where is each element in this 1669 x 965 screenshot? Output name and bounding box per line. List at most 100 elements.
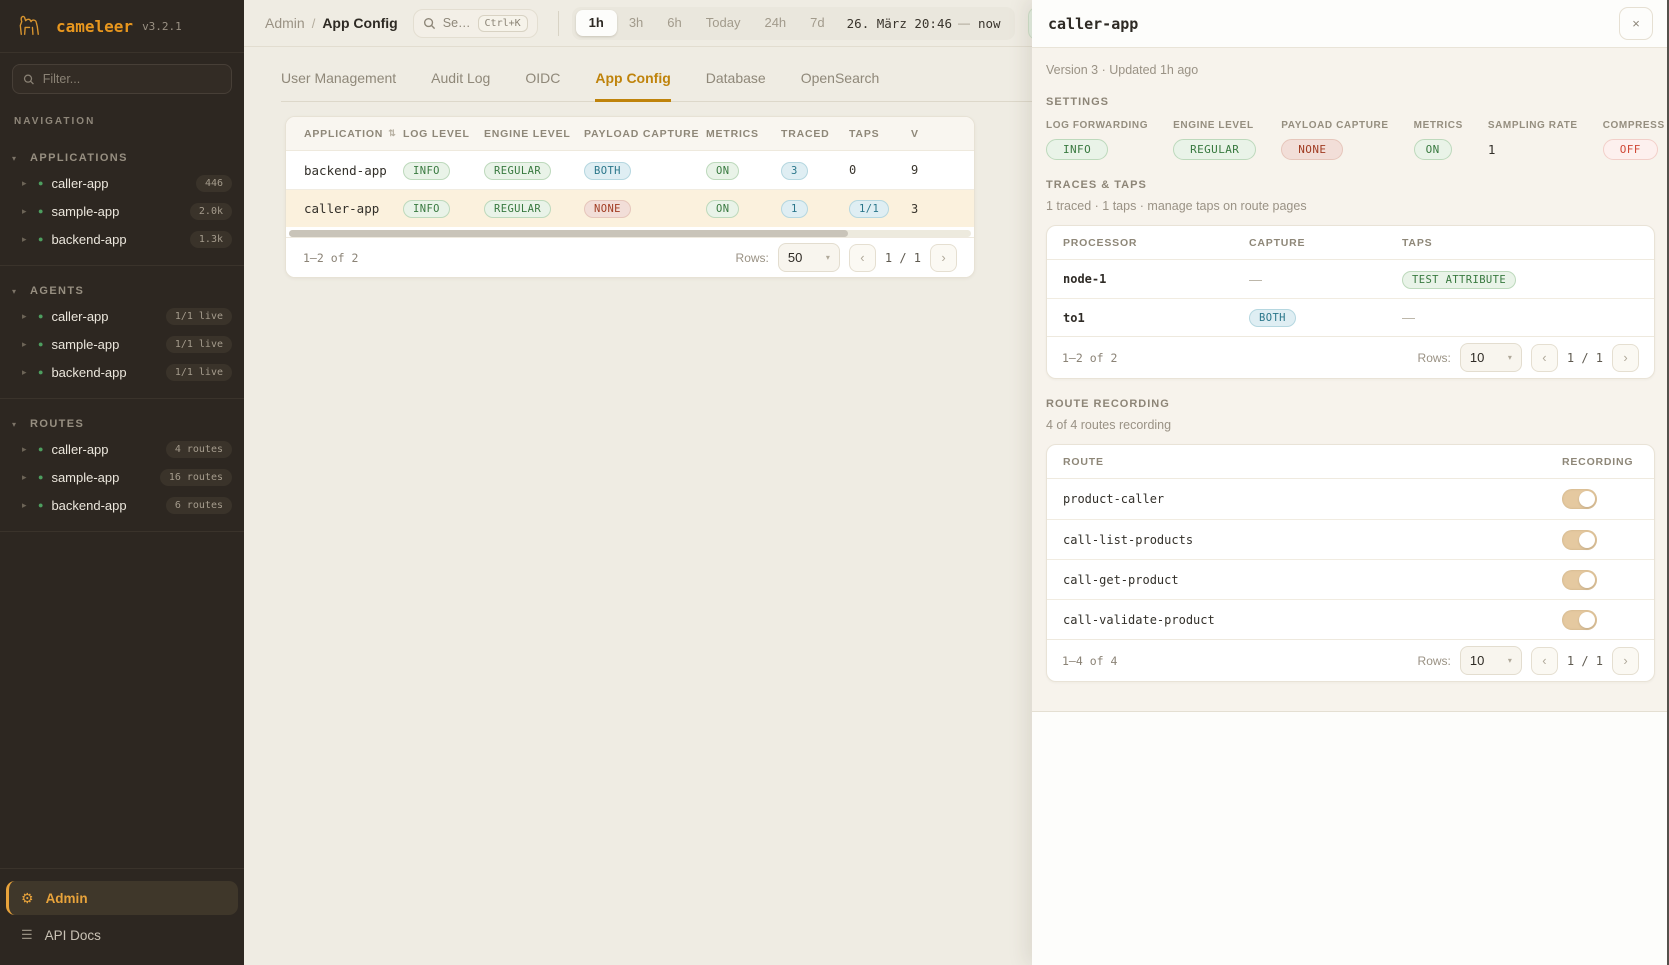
table-row-caller-app[interactable]: caller-app INFO REGULAR NONE ON 1 1/1 3 [286,189,974,227]
column-header-log-level: LOG LEVEL [403,127,470,140]
time-range-control: 1h 3h 6h Today 24h 7d 26. März 20:46 — n… [571,6,1015,40]
time-separator: — [958,16,970,30]
route-name: call-get-product [1063,572,1179,587]
time-from-value[interactable]: 26. März 20:46 [846,15,952,31]
sidebar-item-backend-app[interactable]: ▸ ● backend-app 1.3k [0,225,244,253]
recording-footer: 1–4 of 4 Rows: 10 ▾ ‹ 1 / 1 › [1047,639,1654,681]
sidebar-item-caller-app-agent[interactable]: ▸ ● caller-app 1/1 live [0,302,244,330]
setting-metrics: METRICS ON [1413,120,1463,160]
detail-panel-caller-app: caller-app × Version 3 · Updated 1h ago … [1032,0,1669,965]
recording-toggle[interactable] [1562,609,1597,630]
recording-toggle[interactable] [1562,489,1597,509]
rows-per-page-select[interactable]: 50 ▾ [777,243,840,272]
prev-page-button[interactable]: ‹ [848,243,876,272]
horizontal-scrollbar[interactable] [289,230,971,237]
recording-toggle[interactable] [1562,529,1597,550]
camel-logo-icon [19,15,39,35]
pagination: Rows: 10 ▾ ‹ 1 / 1 › [1418,343,1639,372]
trace-row-node-1[interactable]: node-1 — TEST ATTRIBUTE [1047,260,1654,298]
v-value: 3 [911,201,919,216]
route-recording-subtitle: 4 of 4 routes recording [1046,418,1172,432]
time-range-6h[interactable]: 6h [667,15,682,30]
route-recording-table: ROUTE RECORDING product-caller call-list… [1046,444,1655,682]
setting-engine-level: ENGINE LEVEL REGULAR [1173,120,1257,160]
sidebar-item-sample-app-agent[interactable]: ▸ ● sample-app 1/1 live [0,330,244,358]
route-row-call-list-products: call-list-products [1047,519,1654,559]
sidebar-item-backend-app-routes[interactable]: ▸ ● backend-app 6 routes [0,491,244,519]
breadcrumb-parent[interactable]: Admin [265,15,305,31]
sidebar-item-caller-app[interactable]: ▸ ● caller-app 446 [0,169,244,197]
column-header-engine-level: ENGINE LEVEL [484,127,571,140]
sidebar-filter[interactable] [12,64,232,94]
next-page-button[interactable]: › [930,243,957,272]
sidebar-item-sample-app[interactable]: ▸ ● sample-app 2.0k [0,197,244,225]
tab-opensearch[interactable]: OpenSearch [800,70,880,86]
column-header-recording: RECORDING [1562,455,1634,468]
recording-toggle[interactable] [1562,569,1597,590]
sidebar-item-sample-app-routes[interactable]: ▸ ● sample-app 16 routes [0,463,244,491]
close-button[interactable]: × [1619,7,1653,40]
pagination: Rows: 10 ▾ ‹ 1 / 1 › [1418,646,1639,675]
sidebar-item-admin[interactable]: ⚙ Admin [6,881,238,915]
rows-per-page-label: Rows: [1417,350,1451,365]
time-range-7d[interactable]: 7d [810,15,825,30]
brand-name: cameleer [56,16,134,36]
time-range-today[interactable]: Today [705,15,741,30]
payload-capture-badge: NONE [1281,139,1344,160]
topbar-divider [557,10,559,36]
table-row-backend-app[interactable]: backend-app INFO REGULAR BOTH ON 3 0 9 [286,151,974,189]
caret-right-icon: ▸ [22,338,27,349]
time-to-value[interactable]: now [978,15,1001,31]
column-header-application[interactable]: APPLICATION ⇅ [304,127,397,140]
tab-app-config[interactable]: App Config [595,70,671,102]
rows-per-page-select[interactable]: 10 ▾ [1459,646,1522,675]
pagination: Rows: 50 ▾ ‹ 1 / 1 › [736,243,957,272]
tab-user-management[interactable]: User Management [281,70,397,86]
count-badge: 2.0k [189,202,232,220]
tab-audit-log[interactable]: Audit Log [431,70,491,86]
section-label: APPLICATIONS [30,152,128,164]
caret-down-icon: ▾ [12,153,17,163]
time-range-1h[interactable]: 1h [575,10,617,36]
tab-database[interactable]: Database [705,70,766,86]
next-page-button[interactable]: › [1612,646,1639,675]
prev-page-button[interactable]: ‹ [1530,343,1558,372]
sidebar-item-backend-app-agent[interactable]: ▸ ● backend-app 1/1 live [0,358,244,386]
section-header-routes[interactable]: ▾ ROUTES [0,413,244,435]
column-header-processor: PROCESSOR [1063,236,1138,249]
caret-right-icon: ▸ [22,177,27,188]
settings-section-title: SETTINGS [1046,96,1110,108]
caret-right-icon: ▸ [22,366,27,377]
brand-version: v3.2.1 [142,19,182,33]
live-badge: 1/1 live [165,363,232,381]
caret-right-icon: ▸ [22,471,27,482]
global-search-button[interactable]: Se… Ctrl+K [412,8,538,38]
column-header-route: ROUTE [1063,455,1104,468]
routes-badge: 6 routes [165,496,232,514]
caret-right-icon: ▸ [22,499,27,510]
application-name: backend-app [304,162,387,178]
scrollbar-thumb[interactable] [289,230,849,237]
row-range-text: 1–2 of 2 [303,250,359,265]
brand-header: cameleer v3.2.1 [0,0,244,53]
item-label: caller-app [51,308,109,324]
status-dot-icon: ● [38,178,44,188]
sidebar-item-caller-app-routes[interactable]: ▸ ● caller-app 4 routes [0,435,244,463]
filter-input[interactable] [42,72,221,86]
rows-per-page-select[interactable]: 10 ▾ [1459,343,1522,372]
tab-oidc[interactable]: OIDC [525,70,561,86]
time-range-24h[interactable]: 24h [764,15,787,30]
setting-log-forwarding: LOG FORWARDING INFO [1046,120,1148,160]
traced-badge: 1 [781,200,808,218]
status-dot-icon: ● [38,500,44,510]
page-indicator: 1 / 1 [1566,653,1603,668]
item-label: caller-app [51,441,109,457]
time-range-3h[interactable]: 3h [628,15,644,30]
next-page-button[interactable]: › [1612,343,1639,372]
sidebar-item-api-docs[interactable]: ☰ API Docs [6,919,238,951]
trace-row-to1[interactable]: to1 BOTH — [1047,298,1654,336]
section-header-agents[interactable]: ▾ AGENTS [0,280,244,302]
section-header-applications[interactable]: ▾ APPLICATIONS [0,147,244,169]
prev-page-button[interactable]: ‹ [1530,646,1558,675]
